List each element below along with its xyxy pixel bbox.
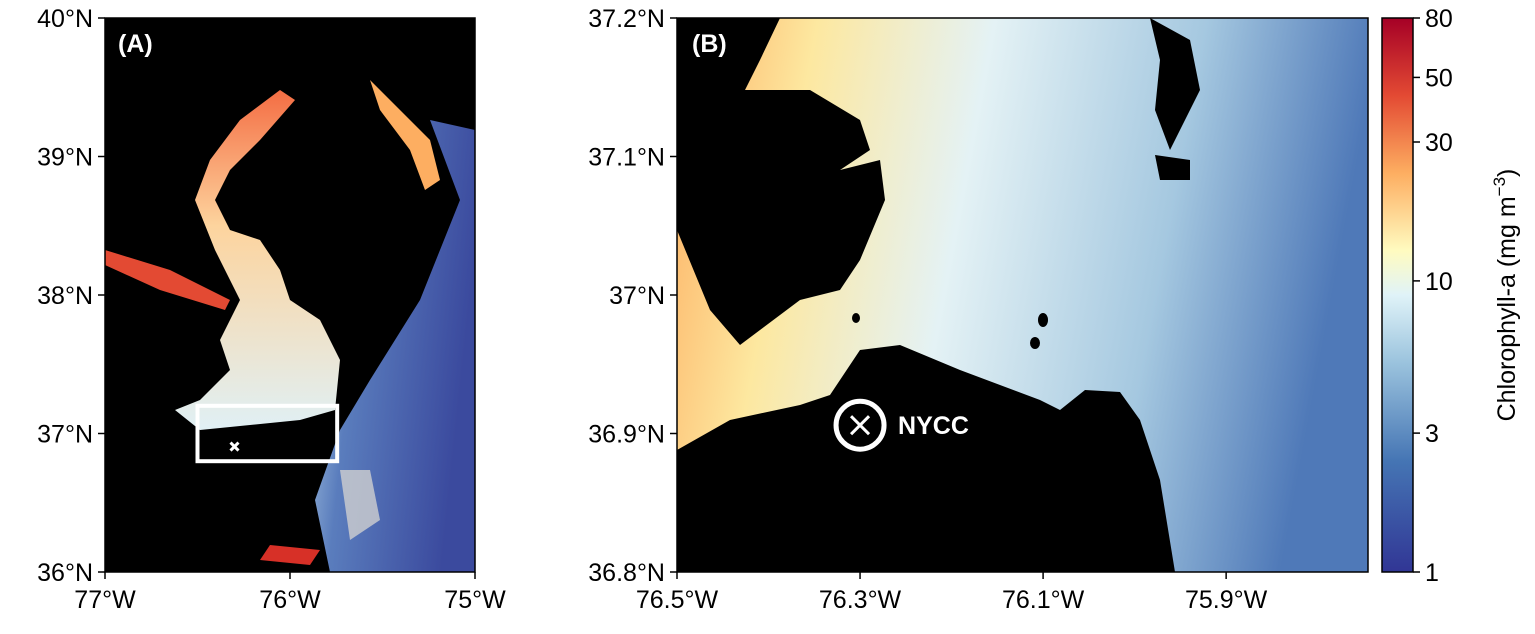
map-b xyxy=(677,18,1368,572)
x-tick-label: 75°W xyxy=(444,586,506,614)
colorbar-label: Chlorophyll-a (mg m−3) xyxy=(1490,169,1521,422)
y-tick-label: 37°N xyxy=(609,282,665,310)
x-tick-label: 76.1°W xyxy=(1002,586,1085,614)
colorbar-tick-label: 10 xyxy=(1425,268,1453,296)
x-tick-label: 76.5°W xyxy=(636,586,719,614)
y-tick-label: 37.1°N xyxy=(588,144,665,172)
colorbar xyxy=(1381,17,1414,573)
colorbar-tick-label: 80 xyxy=(1425,5,1453,33)
site-marker xyxy=(849,415,871,436)
inset-box xyxy=(195,403,340,464)
y-tick-label: 37°N xyxy=(37,421,93,449)
colorbar-tick-label: 50 xyxy=(1425,64,1453,92)
colorbar-label-exponent: −3 xyxy=(1490,177,1509,196)
x-tick-label: 76.3°W xyxy=(819,586,902,614)
panel-label: (A) xyxy=(118,30,153,58)
x-tick-label: 76°W xyxy=(259,586,321,614)
colorbar-label-end: ) xyxy=(1493,169,1521,177)
site-marker xyxy=(229,441,240,452)
y-tick-label: 38°N xyxy=(37,282,93,310)
colorbar-tick-label: 30 xyxy=(1425,129,1453,157)
y-tick-label: 36°N xyxy=(37,559,93,587)
colorbar-label-text: Chlorophyll-a (mg m xyxy=(1493,196,1521,421)
panel-label: (B) xyxy=(692,30,727,58)
site-circle xyxy=(833,398,887,452)
x-tick-label: 75.9°W xyxy=(1185,586,1268,614)
y-tick-label: 40°N xyxy=(37,5,93,33)
y-tick-label: 36.9°N xyxy=(588,421,665,449)
y-tick-label: 36.8°N xyxy=(588,559,665,587)
map-a xyxy=(105,18,475,572)
site-label: NYCC xyxy=(898,412,969,440)
x-tick-label: 77°W xyxy=(74,586,136,614)
y-tick-label: 37.2°N xyxy=(588,5,665,33)
colorbar-tick-label: 3 xyxy=(1425,420,1439,448)
y-tick-label: 39°N xyxy=(37,144,93,172)
colorbar-tick-label: 1 xyxy=(1425,559,1439,587)
